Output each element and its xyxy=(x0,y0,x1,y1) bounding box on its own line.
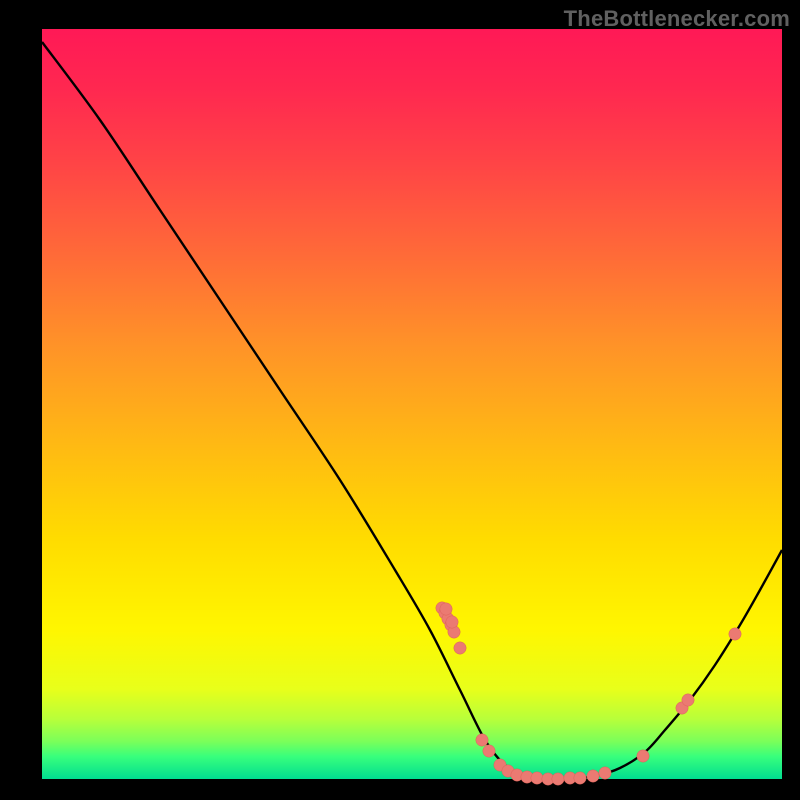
data-marker xyxy=(454,642,466,654)
chart-container: { "watermark": "TheBottlenecker.com", "p… xyxy=(0,0,800,800)
data-marker xyxy=(440,603,452,615)
data-marker xyxy=(552,773,564,785)
data-marker xyxy=(599,767,611,779)
data-marker xyxy=(483,745,495,757)
data-marker xyxy=(574,772,586,784)
data-marker xyxy=(476,734,488,746)
data-marker xyxy=(446,616,458,628)
plot-background xyxy=(42,29,782,779)
data-marker xyxy=(682,694,694,706)
data-marker xyxy=(637,750,649,762)
data-marker xyxy=(729,628,741,640)
data-marker xyxy=(587,770,599,782)
data-marker xyxy=(531,772,543,784)
chart-svg xyxy=(0,0,800,800)
